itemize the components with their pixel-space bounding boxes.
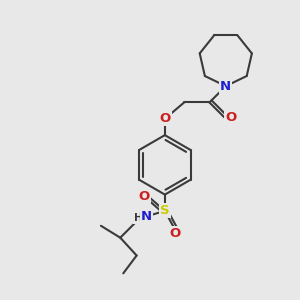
Text: O: O (138, 190, 150, 203)
Text: O: O (225, 111, 236, 124)
Text: S: S (160, 204, 170, 218)
Text: N: N (220, 80, 231, 93)
Text: O: O (159, 112, 170, 125)
Text: O: O (169, 227, 181, 240)
Text: N: N (141, 210, 152, 224)
Text: H: H (134, 213, 142, 224)
